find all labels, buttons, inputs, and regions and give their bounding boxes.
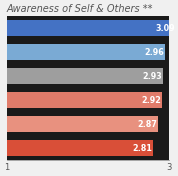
Text: 2.81: 2.81	[132, 144, 152, 153]
Bar	[7, 20, 176, 36]
Bar	[7, 68, 163, 84]
Bar	[7, 116, 158, 132]
Bar	[7, 44, 165, 60]
Text: 2.96: 2.96	[145, 48, 164, 57]
Text: 3.09: 3.09	[155, 24, 175, 33]
Text: Awareness of Self & Others **: Awareness of Self & Others **	[7, 4, 153, 14]
Bar	[7, 92, 162, 108]
Text: 2.93: 2.93	[142, 72, 162, 81]
Text: 2.92: 2.92	[141, 96, 161, 105]
Bar	[7, 140, 153, 156]
Text: 2.87: 2.87	[137, 120, 157, 129]
